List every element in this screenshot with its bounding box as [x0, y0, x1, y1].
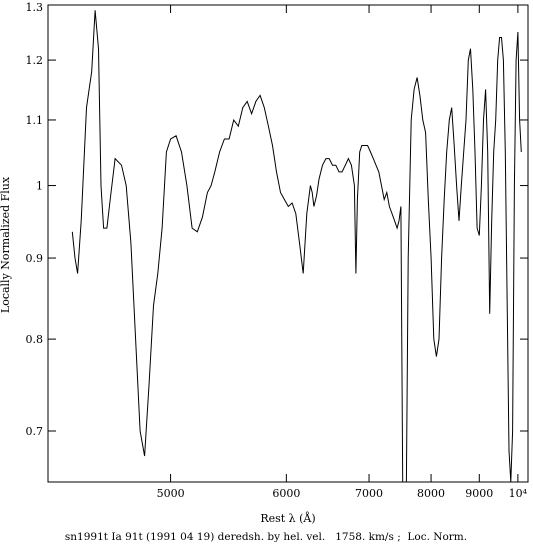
y-tick-label: 0.8 [26, 333, 44, 346]
x-tick-label: 5000 [157, 487, 185, 500]
y-tick-label: 0.7 [26, 425, 44, 438]
y-tick-label: 1.1 [26, 114, 44, 127]
x-tick-label: 10⁴ [509, 487, 528, 500]
x-axis: 5000 6000 7000 8000 9000 10⁴ [157, 5, 528, 500]
plot-frame [47, 4, 529, 483]
x-tick-label: 8000 [417, 487, 445, 500]
y-tick-label: 0.9 [26, 252, 44, 265]
x-tick-label: 6000 [272, 487, 300, 500]
x-tick-label: 7000 [355, 487, 383, 500]
x-tick-label: 9000 [465, 487, 493, 500]
y-axis-title: Locally Normalized Flux [0, 176, 12, 313]
spectrum-line [71, 10, 522, 483]
y-axis: 0.7 0.8 0.9 1 1.1 1.2 1.3 [26, 1, 528, 438]
chart-caption: sn1991t Ia 91t (1991 04 19) deredsh. by … [65, 531, 467, 543]
y-tick-label: 1.3 [26, 1, 44, 14]
y-tick-label: 1.2 [26, 54, 44, 67]
x-axis-title: Rest λ (Å) [260, 511, 315, 525]
y-tick-label: 1 [36, 180, 43, 193]
